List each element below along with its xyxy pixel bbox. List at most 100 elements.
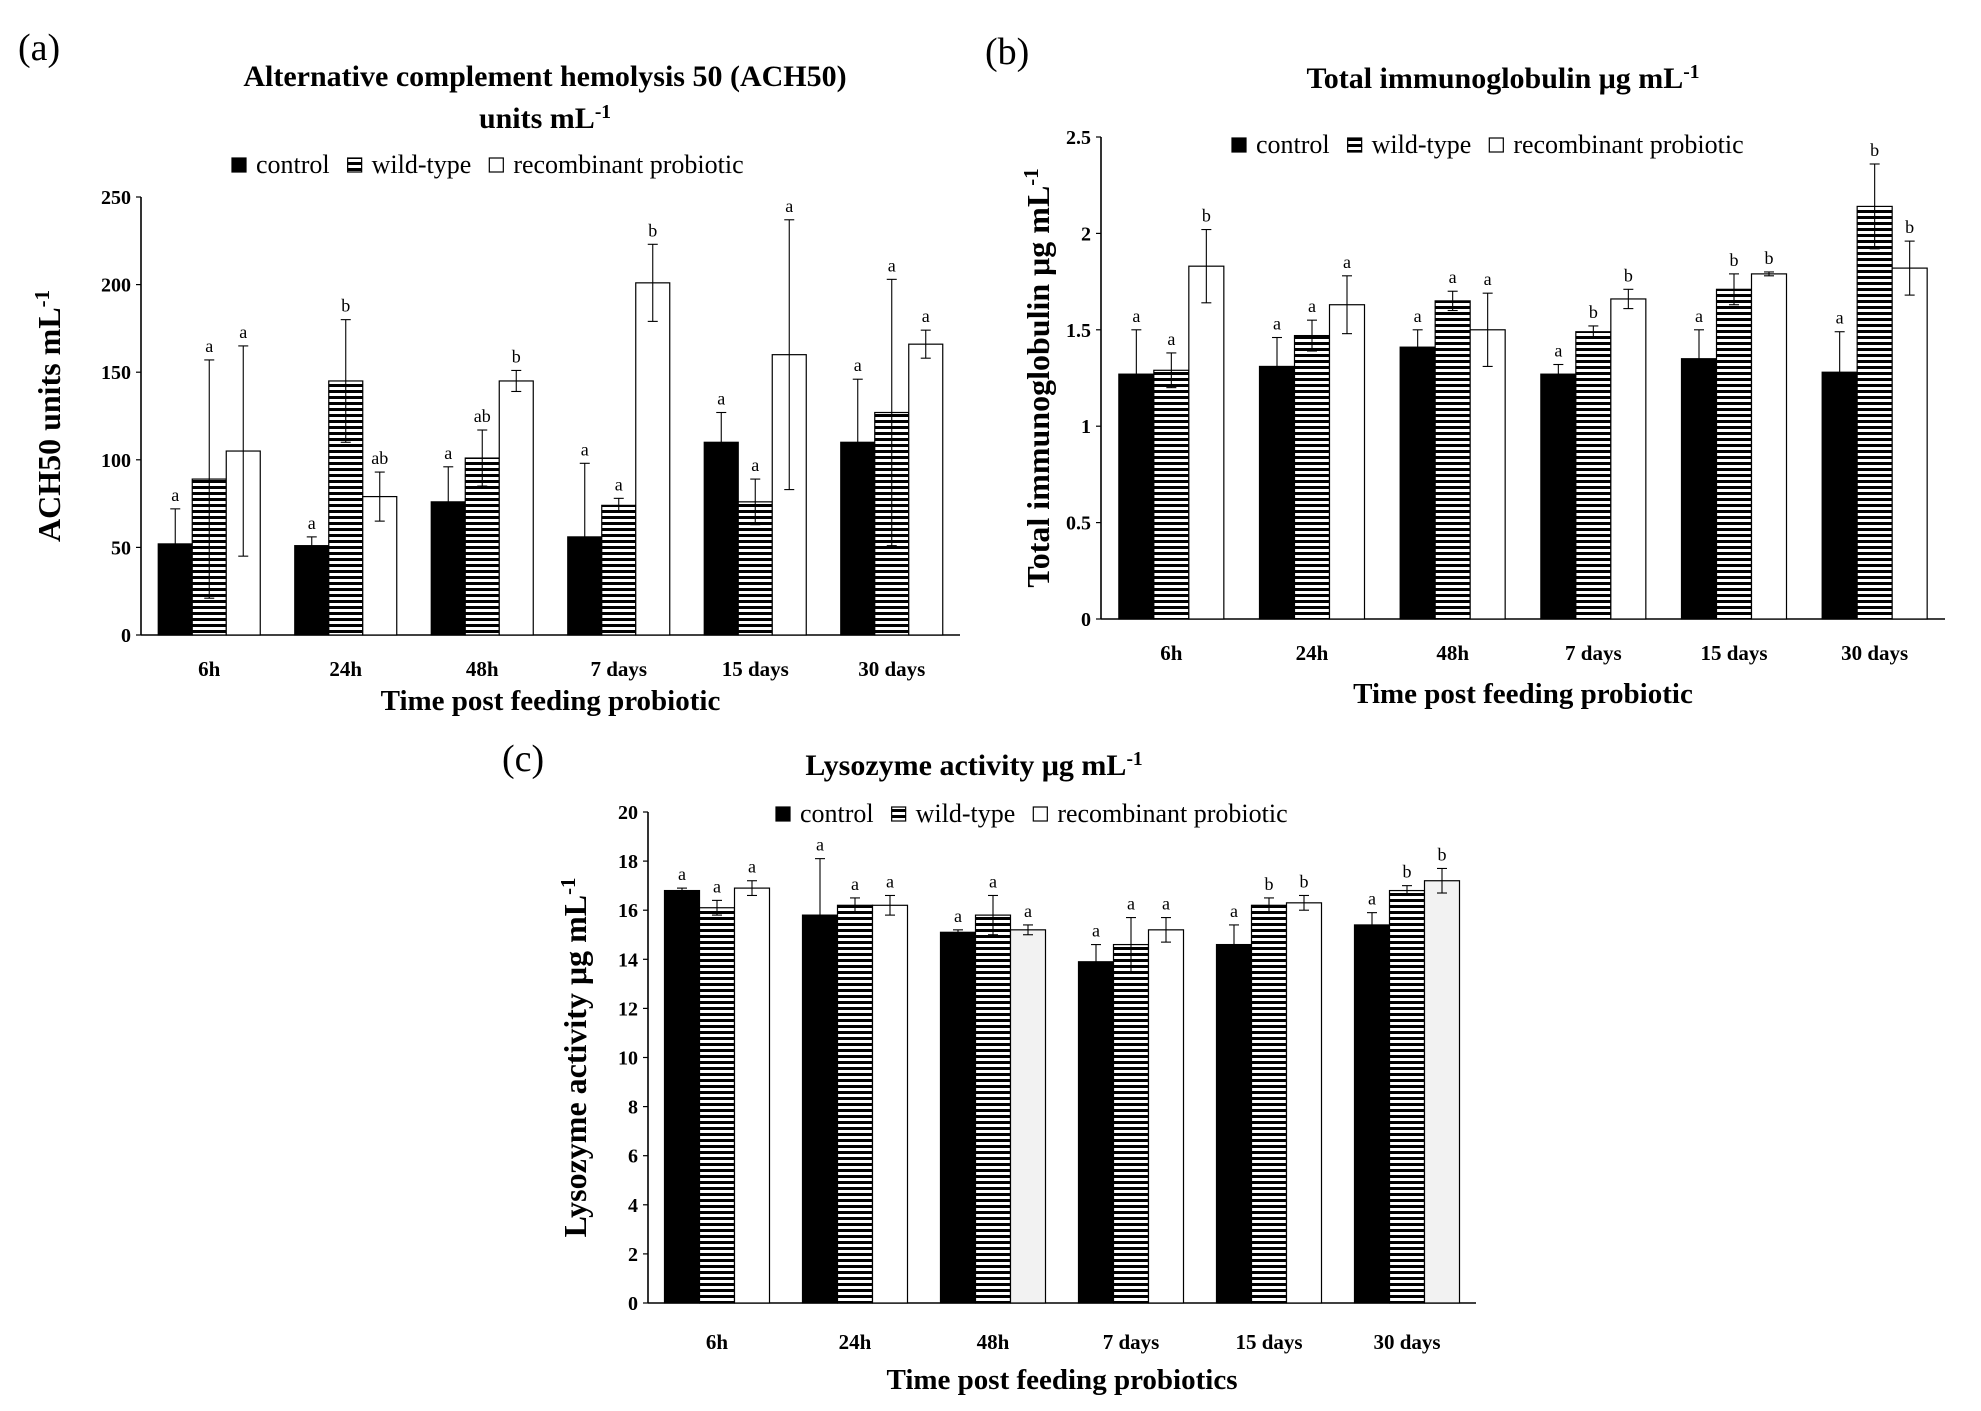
significance-letter: a	[1554, 341, 1562, 361]
significance-letter: a	[989, 871, 997, 891]
chart-title: Total immunoglobulin μg mL-1	[1306, 62, 1699, 96]
bar-wild-type-24h	[836, 904, 874, 1304]
x-tick-label: 7 days	[1565, 641, 1622, 665]
significance-letter: a	[1273, 314, 1281, 334]
chart-title-sup: -1	[1683, 62, 1699, 83]
y-tick-label: 2.5	[1066, 127, 1091, 149]
x-tick-label: 30 days	[1841, 641, 1908, 665]
significance-letter: a	[1836, 308, 1844, 328]
significance-letter: a	[308, 513, 316, 533]
chart-title: Lysozyme activity μg mL-1	[805, 749, 1142, 783]
significance-letter: b	[1870, 140, 1879, 160]
y-tick-label: 14	[618, 949, 638, 971]
y-axis-title-main: ACH50 units mL	[31, 307, 67, 542]
bar-wild-type-7-days	[1575, 331, 1612, 620]
bar-recombinant-probiotic-30-days	[1891, 267, 1928, 620]
bar-wild-type-30-days	[1856, 205, 1893, 620]
bar-recombinant-probiotic-24h	[1328, 304, 1366, 620]
legend-swatch	[1032, 806, 1048, 822]
y-tick-label: 0	[628, 1293, 638, 1315]
significance-letter: b	[1265, 874, 1274, 894]
x-tick-label: 6h	[198, 657, 221, 681]
y-axis-title-sup: -1	[1020, 168, 1043, 185]
y-tick-label: 10	[618, 1048, 638, 1070]
y-axis-title: ACH50 units mL-1	[31, 290, 68, 542]
x-tick-label: 30 days	[1373, 1330, 1440, 1354]
legend-swatch	[488, 157, 504, 173]
y-tick-label: 18	[618, 851, 638, 873]
bar-wild-type-7-days	[1112, 943, 1150, 1304]
significance-letter: a	[1230, 901, 1238, 921]
bar-recombinant-probiotic-7-days	[635, 282, 671, 636]
x-tick-label: 6h	[706, 1330, 729, 1354]
legend-label: wild-type	[1372, 130, 1472, 159]
significance-letter: a	[171, 485, 179, 505]
y-tick-label: 100	[101, 450, 131, 472]
x-axis-title: Time post feeding probiotic	[381, 685, 721, 717]
panel-label: (a)	[18, 27, 60, 69]
significance-letter: a	[1127, 894, 1135, 914]
bar-control-15-days	[703, 441, 739, 636]
x-tick-label: 15 days	[1235, 1330, 1302, 1354]
bar-recombinant-probiotic-30-days	[908, 343, 944, 636]
significance-letter: a	[713, 876, 721, 896]
x-tick-label: 48h	[977, 1330, 1010, 1354]
bar-control-15-days	[1215, 943, 1253, 1304]
bar-control-15-days	[1680, 358, 1718, 620]
bar-recombinant-probiotic-6h	[1188, 265, 1225, 620]
bar-wild-type-15-days	[1715, 288, 1753, 620]
legend-swatch	[231, 157, 247, 173]
significance-letter: b	[1300, 871, 1309, 891]
chart-panel-c: (c) Lysozyme activity μg mL-1 control wild-…	[490, 725, 1490, 1411]
bar-control-7-days	[1077, 961, 1115, 1304]
x-axis-title: Time post feeding probiotic	[1353, 678, 1693, 710]
y-tick-label: 8	[628, 1097, 638, 1119]
bar-control-7-days	[1540, 373, 1577, 620]
bar-recombinant-probiotic-48h	[498, 380, 534, 636]
significance-letter: a	[1132, 306, 1140, 326]
x-tick-label: 6h	[1160, 641, 1183, 665]
significance-letter: a	[854, 355, 862, 375]
bar-wild-type-48h	[1434, 300, 1471, 620]
bar-recombinant-probiotic-15-days	[1750, 273, 1788, 620]
x-tick-label: 15 days	[722, 657, 789, 681]
legend-item-wild-type: wild-type	[891, 799, 1016, 828]
significance-letter: a	[1167, 329, 1175, 349]
significance-letter: a	[205, 336, 213, 356]
bar-recombinant-probiotic-30-days	[1423, 880, 1461, 1304]
bar-wild-type-6h	[1153, 369, 1190, 620]
bar-wild-type-30-days	[1388, 889, 1426, 1304]
significance-letter: ab	[371, 448, 388, 468]
bar-control-6h	[663, 889, 701, 1304]
y-tick-label: 6	[628, 1146, 638, 1168]
bar-control-24h	[294, 545, 330, 636]
x-tick-label: 30 days	[858, 657, 925, 681]
significance-letter: b	[1202, 206, 1211, 226]
y-tick-label: 0	[121, 625, 131, 647]
bar-recombinant-probiotic-48h	[1009, 929, 1047, 1304]
chart-b-svg: (b) Total immunoglobulin μg mL-1 control wi…	[985, 31, 1945, 710]
significance-letter: a	[615, 474, 623, 494]
bar-control-24h	[1258, 365, 1296, 620]
bar-recombinant-probiotic-6h	[733, 887, 771, 1304]
y-axis-title-main: Lysozyme activity μg mL	[557, 895, 593, 1238]
panel-label: (b)	[985, 31, 1029, 73]
bar-recombinant-probiotic-24h	[871, 904, 909, 1304]
significance-letter: b	[1589, 302, 1598, 322]
legend-item-control: control	[1231, 130, 1330, 159]
significance-letter: b	[1403, 862, 1412, 882]
significance-letter: a	[888, 255, 896, 275]
significance-letter: a	[816, 835, 824, 855]
chart-title-sup: -1	[595, 102, 611, 123]
legend-swatch	[891, 806, 907, 822]
chart-title: units mL-1	[479, 102, 611, 136]
legend-label: wild-type	[916, 799, 1016, 828]
legend-item-wild-type: wild-type	[347, 150, 471, 179]
significance-letter: b	[1438, 844, 1447, 864]
chart-title-main: Lysozyme activity μg mL	[805, 749, 1126, 782]
significance-letter: a	[581, 439, 589, 459]
chart-a-svg: (a) Alternative complement hemolysis 50 (…	[18, 27, 960, 717]
significance-letter: ab	[474, 406, 491, 426]
significance-letter: a	[785, 196, 793, 216]
